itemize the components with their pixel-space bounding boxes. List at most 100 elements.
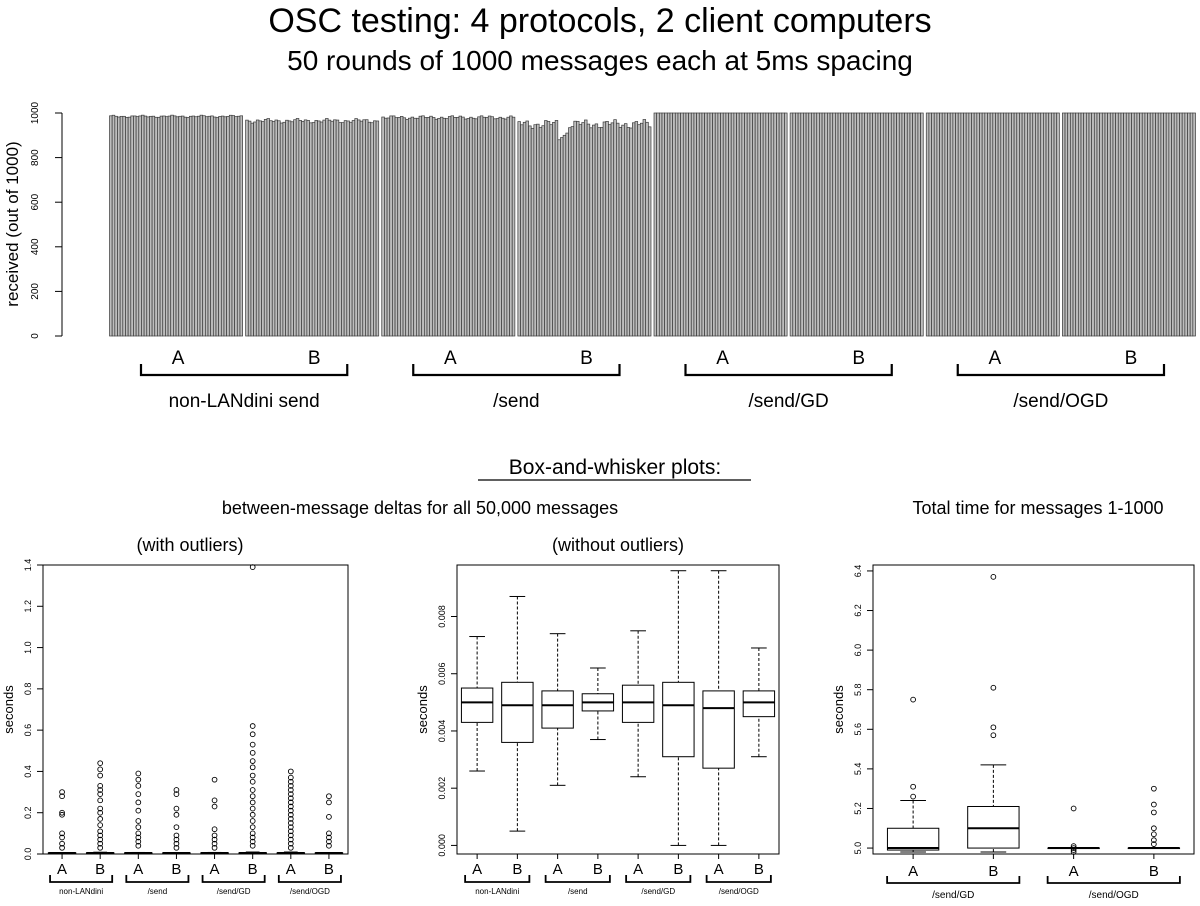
bar <box>917 112 921 337</box>
bar <box>1181 112 1186 337</box>
outlier-point <box>97 766 104 773</box>
without-outliers-caption: (without outliers) <box>552 535 684 555</box>
bar <box>162 115 166 337</box>
figure-subtitle: 50 rounds of 1000 messages each at 5ms s… <box>287 45 913 76</box>
bar <box>111 114 116 337</box>
bar <box>408 117 412 337</box>
y-tick-label: 5.6 <box>853 723 863 736</box>
bar <box>973 112 978 337</box>
bar <box>503 118 508 337</box>
bar <box>509 115 513 337</box>
outlier-point <box>211 776 218 783</box>
bar <box>813 112 818 337</box>
outlier-point <box>173 791 180 797</box>
bar <box>236 115 241 337</box>
bar <box>586 123 591 337</box>
bar <box>525 120 529 337</box>
bar <box>359 120 364 337</box>
bar <box>325 118 329 337</box>
bar <box>600 126 604 337</box>
bar <box>941 112 946 337</box>
outlier-point <box>135 830 142 837</box>
bar <box>1147 112 1151 337</box>
y-tick-label: 200 <box>30 283 41 300</box>
outlier-point <box>1070 847 1077 853</box>
bar <box>517 121 521 337</box>
outlier-point <box>249 830 256 837</box>
bar <box>482 116 486 337</box>
outlier-point <box>249 838 256 845</box>
bar <box>341 122 345 337</box>
bar <box>866 112 871 337</box>
bar <box>544 120 548 337</box>
bar <box>228 114 233 337</box>
bar <box>610 122 615 337</box>
outlier-point <box>1070 805 1077 812</box>
outlier-point <box>990 732 997 739</box>
group-bracket <box>412 364 621 377</box>
x-tick-label: A <box>286 861 296 878</box>
bar <box>893 112 897 337</box>
bar <box>765 112 769 337</box>
bar <box>1070 112 1074 337</box>
bar <box>474 118 478 337</box>
bar <box>832 112 836 337</box>
bar <box>536 123 540 337</box>
bar <box>466 118 470 337</box>
x-tick-label: A <box>714 861 724 878</box>
bar <box>674 112 679 337</box>
outlier-point <box>287 795 294 802</box>
bar <box>223 116 228 337</box>
client-label: A <box>988 348 1001 369</box>
group-bracket <box>886 876 1021 884</box>
group-label: non-LANdini <box>475 887 519 896</box>
bar <box>1115 112 1119 337</box>
y-tick-label: 1000 <box>30 101 41 124</box>
bar <box>957 112 962 337</box>
bar <box>109 115 113 337</box>
outlier-point <box>326 834 332 841</box>
y-tick-label: 0.2 <box>23 806 33 819</box>
outlier-point <box>135 834 142 841</box>
bar <box>760 112 764 337</box>
bar <box>912 112 916 337</box>
bar <box>1093 112 1098 337</box>
bar <box>979 112 983 337</box>
bar <box>301 120 305 337</box>
bar <box>133 115 137 337</box>
bar <box>709 112 713 337</box>
outlier-point <box>1151 837 1157 843</box>
bar <box>835 112 839 337</box>
y-tick-label: 5.2 <box>853 802 863 815</box>
outlier-point <box>249 564 256 570</box>
outlier-point <box>287 824 294 831</box>
bar <box>520 124 524 337</box>
group-label: /send/GD <box>748 391 828 412</box>
y-tick-label: 5.0 <box>853 842 863 855</box>
bar <box>394 117 399 337</box>
outlier-point <box>287 791 294 797</box>
bar <box>1005 112 1010 337</box>
bar <box>856 112 860 337</box>
outlier-point <box>249 834 256 841</box>
outlier-point <box>173 840 180 847</box>
plot-frame <box>42 564 349 855</box>
bar <box>343 120 348 337</box>
bar <box>138 115 142 337</box>
bar <box>861 112 866 337</box>
outlier-point <box>135 791 142 797</box>
outlier-point <box>59 834 65 841</box>
bar <box>781 112 785 337</box>
bar <box>282 121 286 337</box>
client-label: A <box>716 348 729 369</box>
bar <box>450 115 454 337</box>
plot-frame <box>872 564 1195 855</box>
bar <box>125 116 129 337</box>
bar <box>885 112 889 337</box>
outlier-point <box>1151 801 1157 808</box>
box <box>886 827 940 851</box>
bar <box>479 115 484 337</box>
bar <box>669 112 673 337</box>
bar <box>218 116 222 337</box>
